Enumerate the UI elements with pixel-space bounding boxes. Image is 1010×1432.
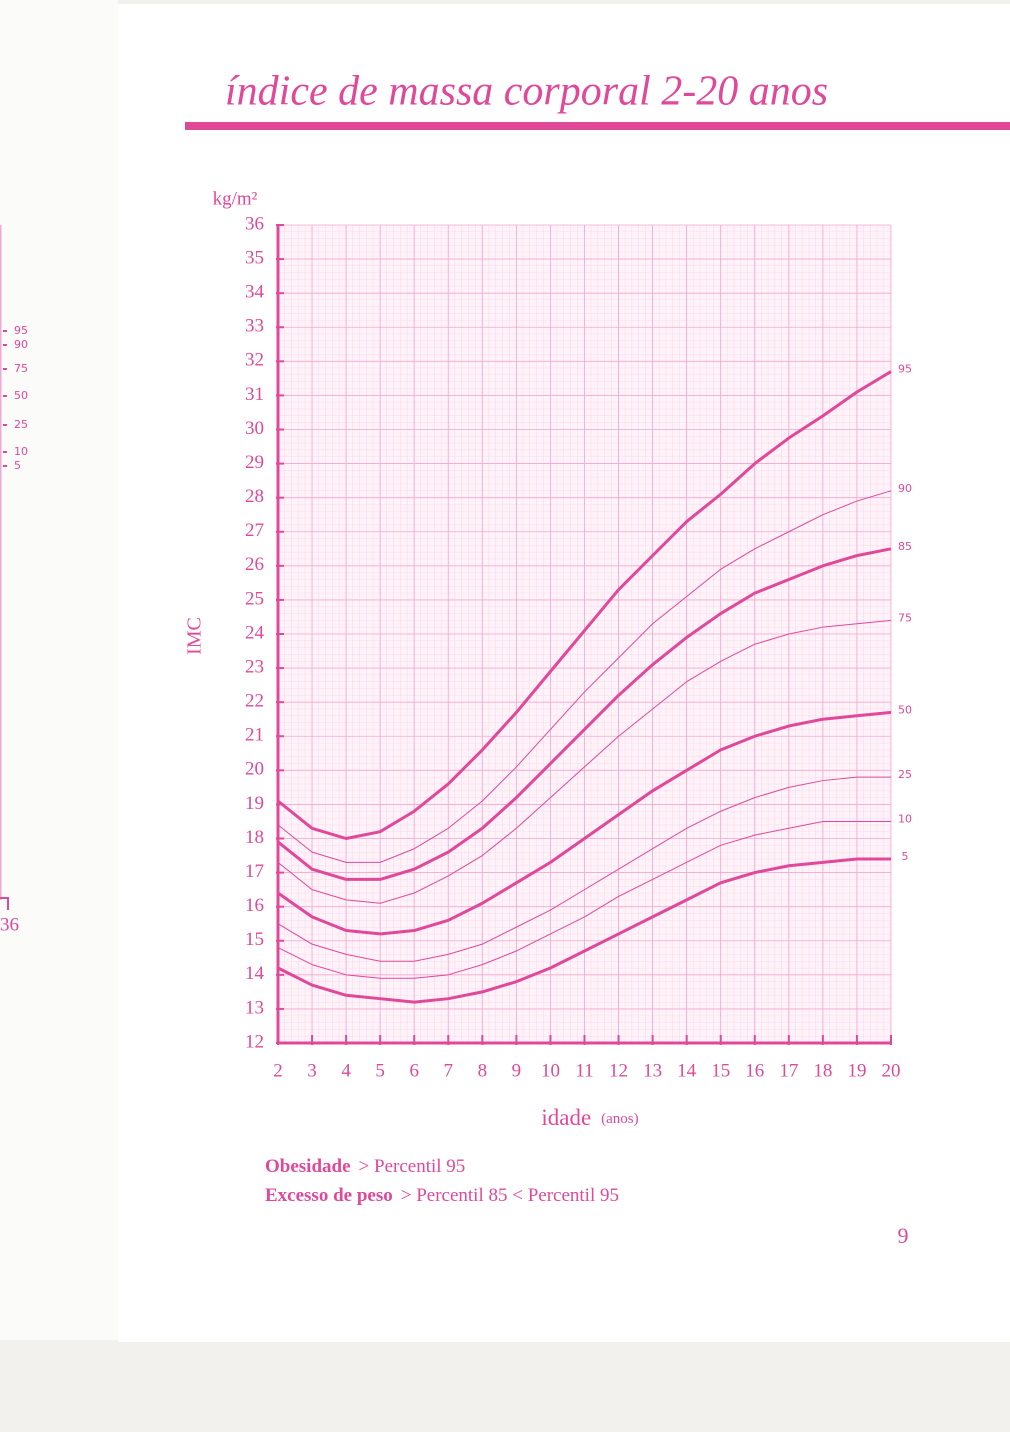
x-tick-label: 10 xyxy=(541,1060,560,1081)
note-text: > Percentil 95 xyxy=(359,1156,466,1177)
left-page-corner xyxy=(0,897,9,910)
x-axis-title-word: idade xyxy=(541,1105,591,1130)
y-tick-label: 17 xyxy=(245,861,264,882)
x-tick-label: 20 xyxy=(882,1060,901,1081)
x-axis-unit: (anos) xyxy=(601,1111,639,1127)
left-page-number: 36 xyxy=(0,914,19,935)
y-tick-label: 34 xyxy=(245,282,265,303)
x-tick-label: 2 xyxy=(273,1060,283,1081)
x-tick-label: 17 xyxy=(779,1060,798,1081)
page-number: 9 xyxy=(898,1223,909,1248)
series-label: 10 xyxy=(898,812,912,825)
x-tick-label: 4 xyxy=(341,1060,351,1081)
series-label: 85 xyxy=(898,540,912,553)
y-tick-label: 35 xyxy=(245,247,264,268)
note-text: > Percentil 85 < Percentil 95 xyxy=(401,1185,619,1206)
percentile-line xyxy=(277,820,891,979)
y-tick-label: 22 xyxy=(245,691,264,712)
y-tick-label: 15 xyxy=(245,929,264,950)
percentile-line xyxy=(277,710,892,936)
page-title: índice de massa corporal 2-20 anos xyxy=(225,69,828,115)
left-page-label: 10 xyxy=(14,445,28,458)
y-tick-label: 20 xyxy=(245,759,264,780)
y-tick-label: 14 xyxy=(245,963,265,984)
y-tick-label: 28 xyxy=(245,486,264,507)
percentile-line xyxy=(277,857,891,1004)
percentile-line xyxy=(277,776,891,962)
x-tick-label: 11 xyxy=(575,1060,593,1081)
note: Excesso de peso > Percentil 85 < Percenti… xyxy=(265,1185,619,1206)
y-tick-label: 26 xyxy=(245,554,264,575)
x-tick-label: 3 xyxy=(307,1060,317,1081)
y-tick-label: 19 xyxy=(245,793,264,814)
y-axis-title: IMC xyxy=(184,617,206,655)
series-label: 25 xyxy=(898,768,912,781)
left-page-label: 50 xyxy=(14,389,28,402)
plot: 1213141516171819202122232425262728293031… xyxy=(184,188,912,1130)
x-tick-label: 12 xyxy=(609,1060,628,1081)
percentile-line xyxy=(277,490,892,863)
series-label: 50 xyxy=(898,703,912,716)
y-tick-label: 24 xyxy=(245,622,265,643)
left-page-label: 75 xyxy=(14,362,28,375)
y-tick-label: 33 xyxy=(245,316,264,337)
left-page-label: 5 xyxy=(14,459,21,472)
left-page-label: 90 xyxy=(14,338,28,351)
left-page xyxy=(0,0,118,1340)
x-axis-title: idade (anos) xyxy=(541,1105,638,1130)
percentile-line xyxy=(277,547,892,881)
x-tick-label: 16 xyxy=(745,1060,764,1081)
x-tick-label: 9 xyxy=(512,1060,522,1081)
x-tick-label: 6 xyxy=(409,1060,419,1081)
left-page-label: 95 xyxy=(14,324,28,337)
y-tick-label: 30 xyxy=(245,418,264,439)
y-tick-label: 12 xyxy=(245,1031,264,1052)
series-label: 90 xyxy=(898,482,912,495)
series-label: 75 xyxy=(898,611,912,624)
x-tick-label: 5 xyxy=(375,1060,385,1081)
x-tick-label: 7 xyxy=(444,1060,454,1081)
y-tick-label: 18 xyxy=(245,827,264,848)
y-tick-label: 21 xyxy=(245,725,264,746)
title-rule xyxy=(185,122,1010,130)
y-tick-label: 25 xyxy=(245,588,264,609)
y-tick-label: 16 xyxy=(245,895,264,916)
percentile-line xyxy=(277,619,892,904)
percentile-line xyxy=(277,370,892,840)
y-tick-label: 32 xyxy=(245,350,264,371)
y-tick-label: 13 xyxy=(245,997,264,1018)
x-tick-label: 8 xyxy=(478,1060,488,1081)
y-tick-label: 29 xyxy=(245,452,264,473)
x-tick-label: 13 xyxy=(643,1060,662,1081)
y-tick-label: 27 xyxy=(245,520,264,541)
series-label: 95 xyxy=(898,363,912,376)
x-tick-label: 18 xyxy=(813,1060,832,1081)
x-tick-label: 19 xyxy=(847,1060,866,1081)
note-term: Excesso de peso xyxy=(265,1185,393,1206)
y-tick-label: 31 xyxy=(245,384,264,405)
series-label: 5 xyxy=(902,850,909,863)
y-unit: kg/m² xyxy=(213,188,258,209)
x-tick-label: 15 xyxy=(711,1060,730,1081)
y-tick-label: 23 xyxy=(245,656,264,677)
y-tick-label: 36 xyxy=(245,213,264,234)
note: Obesidade > Percentil 95 xyxy=(265,1156,465,1177)
x-tick-label: 14 xyxy=(677,1060,697,1081)
note-term: Obesidade xyxy=(265,1156,351,1177)
left-page-label: 25 xyxy=(14,418,28,431)
